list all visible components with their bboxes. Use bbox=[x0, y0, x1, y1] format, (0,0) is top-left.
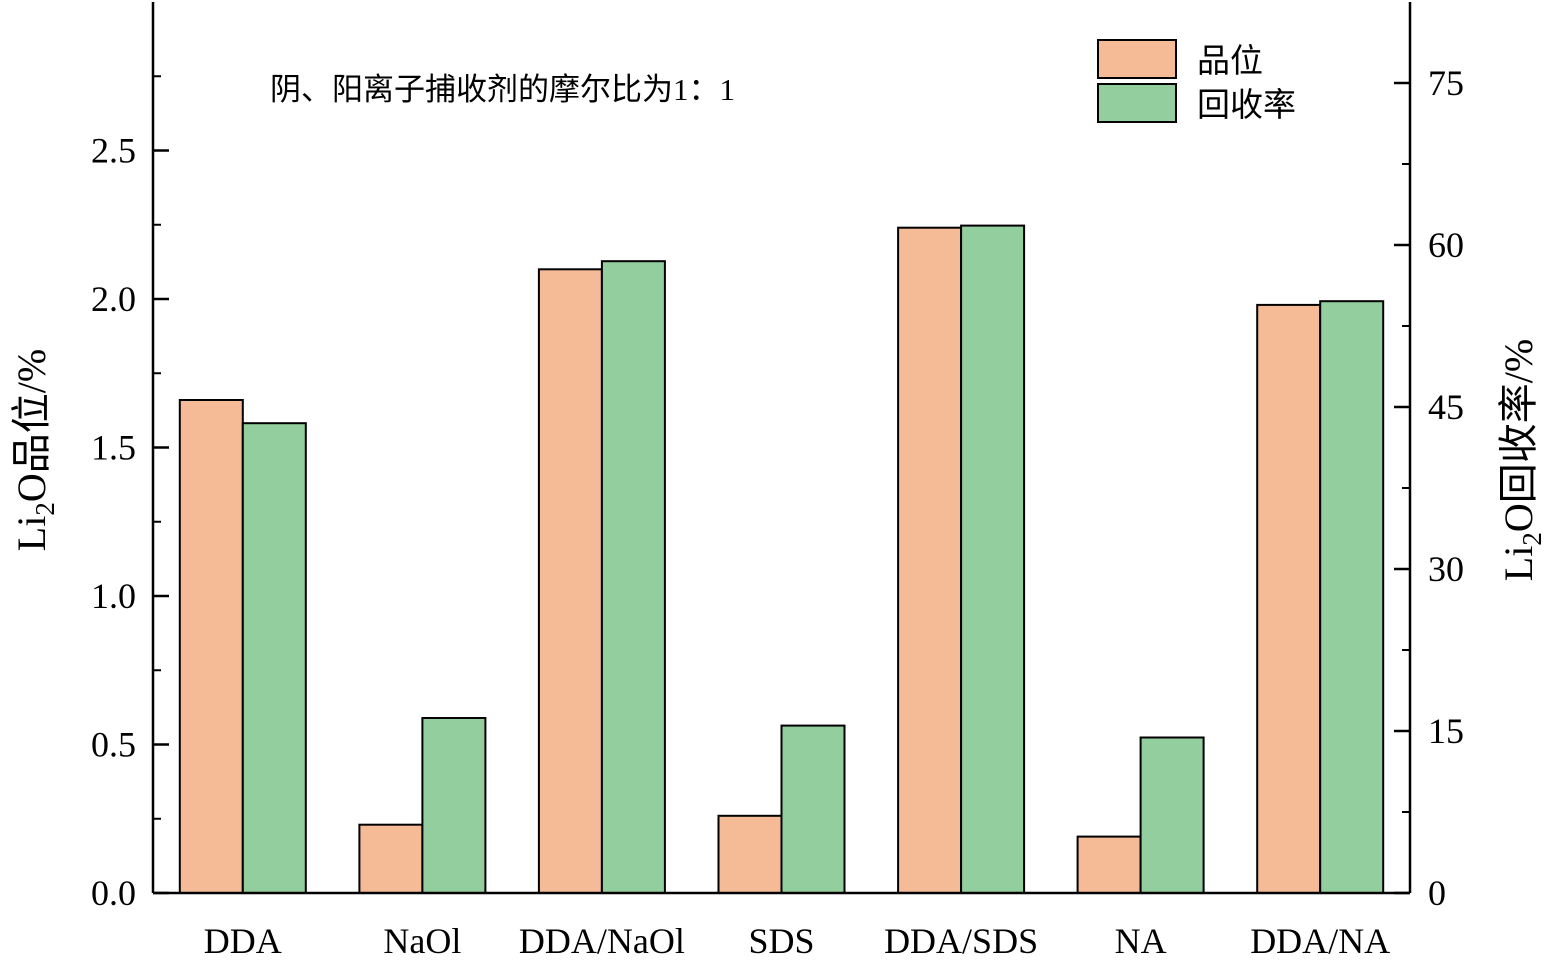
x-tick-label: DDA bbox=[204, 921, 282, 961]
bar-grade-naol bbox=[358, 823, 424, 895]
x-tick-label: DDA/SDS bbox=[884, 921, 1038, 961]
bar-recovery-naol bbox=[421, 717, 487, 894]
y-right-tick-label: 0 bbox=[1428, 873, 1446, 913]
y-axis-left-title: Li2O品位/% bbox=[9, 349, 60, 551]
y-left-tick-label: 2.0 bbox=[91, 279, 136, 319]
y-left-tick-label: 1.0 bbox=[91, 576, 136, 616]
y-right-tick-label: 45 bbox=[1428, 387, 1464, 427]
legend-label-recovery: 回收率 bbox=[1197, 87, 1296, 124]
y-left-tick-label: 1.5 bbox=[91, 428, 136, 468]
y-right-tick-label: 75 bbox=[1428, 63, 1464, 103]
bar-grade-sds bbox=[717, 814, 783, 894]
chart-annotation: 阴、阳离子捕收剂的摩尔比为1：1 bbox=[270, 72, 735, 107]
bar-grade-na bbox=[1076, 835, 1142, 894]
y-left-tick-label: 2.5 bbox=[91, 131, 136, 171]
bars-layer bbox=[178, 224, 1385, 895]
legend-swatch-grade bbox=[1097, 39, 1177, 79]
text-layer: 阴、阳离子捕收剂的摩尔比为1：1 DDA NaOl DDA/NaOl SDS DDA/S… bbox=[9, 63, 1547, 961]
y-right-tick-label: 60 bbox=[1428, 225, 1464, 265]
x-tick-label: NA bbox=[1115, 921, 1167, 961]
legend-swatch-recovery bbox=[1097, 83, 1177, 123]
bar-recovery-dda-naol bbox=[600, 260, 666, 894]
bar-grade-dda-na bbox=[1256, 303, 1322, 894]
bar-recovery-na bbox=[1139, 736, 1205, 894]
bar-grade-dda bbox=[178, 399, 244, 894]
x-tick-label: DDA/NA bbox=[1250, 921, 1390, 961]
y-right-tick-label: 30 bbox=[1428, 549, 1464, 589]
bar-grade-dda-naol bbox=[537, 268, 603, 894]
y-axis-right-title: Li2O回收率/% bbox=[1496, 339, 1547, 581]
bar-recovery-dda-sds bbox=[960, 224, 1026, 895]
y-left-tick-label: 0.5 bbox=[91, 725, 136, 765]
bar-recovery-dda-na bbox=[1319, 300, 1385, 894]
bar-recovery-dda bbox=[241, 422, 307, 894]
x-tick-label: SDS bbox=[748, 921, 814, 961]
bar-grade-dda-sds bbox=[897, 226, 963, 894]
y-right-tick-label: 15 bbox=[1428, 711, 1464, 751]
legend-label-grade: 品位 bbox=[1197, 43, 1263, 80]
x-tick-label: NaOl bbox=[383, 921, 461, 961]
y-left-tick-label: 0.0 bbox=[91, 873, 136, 913]
x-tick-label: DDA/NaOl bbox=[519, 921, 685, 961]
bar-recovery-sds bbox=[780, 724, 846, 894]
axes-layer bbox=[151, 2, 1412, 895]
